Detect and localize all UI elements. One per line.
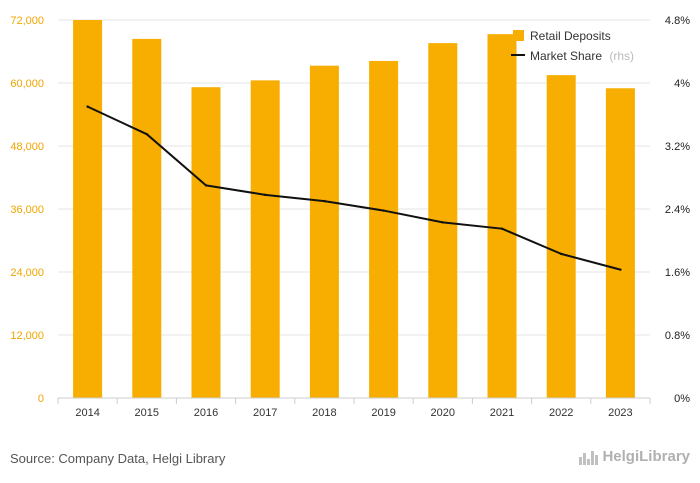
market-share-point-2015 bbox=[145, 132, 148, 136]
legend-swatch-retail-deposits bbox=[513, 30, 524, 41]
logo-text: HelgiLibrary bbox=[602, 448, 690, 465]
y-right-tick-label: 4.8% bbox=[665, 15, 690, 27]
x-tick-label: 2023 bbox=[608, 407, 632, 419]
x-tick-label: 2019 bbox=[371, 407, 395, 419]
legend-label-market-share-suffix: (rhs) bbox=[609, 49, 634, 63]
market-share-point-2016 bbox=[204, 184, 208, 187]
legend-label-retail-deposits: Retail Deposits bbox=[530, 29, 611, 43]
y-left-tick-label: 12,000 bbox=[10, 330, 44, 342]
library-logo-icon bbox=[579, 449, 599, 465]
x-tick-label: 2015 bbox=[135, 407, 159, 419]
bar-2016 bbox=[191, 87, 221, 398]
helgi-library-logo: HelgiLibrary bbox=[579, 448, 690, 465]
y-right-tick-label: 1.6% bbox=[665, 267, 690, 279]
market-share-point-2021 bbox=[500, 227, 504, 230]
bar-2017 bbox=[250, 80, 280, 398]
x-tick-label: 2021 bbox=[490, 407, 514, 419]
bar-2018 bbox=[309, 65, 339, 399]
y-left-tick-label: 24,000 bbox=[10, 267, 44, 279]
market-share-point-2019 bbox=[382, 209, 385, 212]
market-share-point-2014 bbox=[86, 105, 89, 108]
market-share-point-2020 bbox=[441, 221, 444, 224]
y-right-tick-label: 0.8% bbox=[665, 330, 690, 342]
y-left-tick-label: 0 bbox=[38, 393, 44, 405]
y-right-tick-label: 4% bbox=[674, 78, 690, 90]
x-tick-label: 2018 bbox=[312, 407, 336, 419]
bar-2019 bbox=[369, 60, 399, 398]
x-tick-label: 2017 bbox=[253, 407, 277, 419]
y-right-tick-label: 2.4% bbox=[665, 204, 690, 216]
market-share-point-2017 bbox=[264, 193, 267, 197]
legend: Retail Deposits Market Share (rhs) bbox=[511, 29, 634, 63]
axes: 0 12,000 24,000 36,000 48,000 60,000 72,000 0% 0… bbox=[10, 15, 690, 419]
bar-2014 bbox=[73, 20, 103, 398]
y-left-tick-label: 36,000 bbox=[10, 204, 44, 216]
x-tick-label: 2022 bbox=[549, 407, 573, 419]
y-left-tick-label: 48,000 bbox=[10, 141, 44, 153]
market-share-point-2023 bbox=[619, 268, 622, 271]
market-share-point-2018 bbox=[323, 199, 326, 203]
legend-label-market-share-text: Market Share bbox=[530, 49, 602, 63]
x-tick-label: 2014 bbox=[75, 407, 99, 419]
x-tick-label: 2020 bbox=[431, 407, 455, 419]
bar-2022 bbox=[546, 75, 576, 398]
market-share-point-2022 bbox=[560, 252, 563, 256]
x-tick-label: 2016 bbox=[194, 407, 218, 419]
bar-2015 bbox=[132, 38, 162, 399]
y-left-tick-label: 72,000 bbox=[10, 15, 44, 27]
legend-label-market-share: Market Share (rhs) bbox=[530, 49, 634, 63]
market-share-line bbox=[87, 105, 621, 271]
bar-2021 bbox=[487, 34, 517, 399]
line-market-share bbox=[86, 105, 622, 271]
bar-2023 bbox=[605, 88, 635, 398]
y-left-tick-label: 60,000 bbox=[10, 78, 44, 90]
y-right-tick-label: 0% bbox=[674, 393, 690, 405]
y-right-tick-label: 3.2% bbox=[665, 141, 690, 153]
source-note: Source: Company Data, Helgi Library bbox=[10, 451, 226, 466]
combo-chart: 0 12,000 24,000 36,000 48,000 60,000 72,000 0% 0… bbox=[10, 15, 690, 419]
